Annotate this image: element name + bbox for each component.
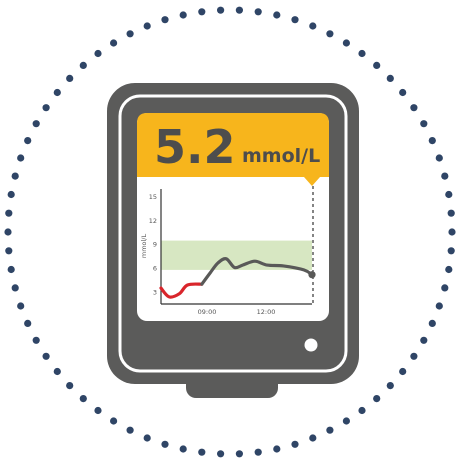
y-tick-label: 12 [149, 217, 157, 225]
ring-dot [358, 406, 366, 415]
ring-dot [435, 154, 443, 162]
ring-dot [448, 228, 456, 236]
ring-dot [161, 440, 169, 448]
ring-dot [53, 367, 61, 376]
ring-dot [94, 49, 102, 58]
x-tick-label: 09:00 [198, 308, 217, 316]
ring-dot [66, 382, 74, 390]
ring-dot [399, 367, 407, 376]
ring-dot [291, 16, 299, 24]
ring-dot [342, 417, 350, 425]
ring-dot [17, 302, 25, 310]
ring-dot [126, 426, 134, 434]
ring-dot [79, 61, 87, 69]
ring-dot [309, 22, 317, 30]
ring-dot [445, 190, 453, 199]
ring-dot [273, 11, 281, 19]
ring-dot [5, 209, 13, 217]
ring-dot [126, 30, 134, 38]
ring-dot [435, 302, 443, 310]
ring-dot [11, 172, 19, 180]
ring-dot [373, 395, 381, 403]
ring-dot [410, 104, 418, 112]
ring-dot [24, 137, 32, 145]
y-tick-label: 9 [153, 241, 157, 249]
ring-dot [198, 8, 206, 16]
ring-dot [24, 319, 32, 327]
ring-dot [5, 247, 13, 255]
ring-dot [358, 49, 366, 58]
ring-dot [7, 190, 15, 199]
dotted-circle-ring [4, 6, 456, 458]
ring-dot [79, 395, 87, 403]
ring-dot [42, 104, 50, 112]
y-tick-label: 3 [153, 288, 157, 296]
ring-dot [179, 445, 187, 453]
ring-dot [66, 74, 74, 82]
ring-dot [110, 39, 118, 47]
ring-dot [217, 450, 225, 458]
ring-dot [441, 172, 449, 180]
y-tick-labels: 3 6 9 12 15 [149, 193, 157, 296]
ring-dot [447, 209, 455, 217]
ring-dot [399, 88, 407, 97]
ring-dot [217, 6, 225, 14]
device-button[interactable] [304, 338, 318, 352]
ring-dot [143, 22, 151, 30]
ring-dot [445, 265, 453, 274]
ring-dot [11, 284, 19, 292]
ring-dot [254, 448, 262, 456]
ring-dot [342, 39, 350, 47]
ring-dot [428, 319, 436, 327]
ring-dot [420, 336, 428, 344]
x-tick-labels: 09:00 12:00 [198, 308, 276, 316]
ring-dot [179, 11, 187, 19]
ring-dot [373, 61, 381, 69]
glucose-unit: mmol/L [242, 145, 320, 167]
reading-banner: 5.2 mmol/L [137, 113, 329, 186]
y-tick-label: 15 [149, 193, 157, 201]
ring-dot [326, 426, 334, 434]
ring-dot [326, 30, 334, 38]
device-bezel-outline [118, 94, 348, 373]
ring-dot [143, 434, 151, 442]
ring-dot [386, 74, 394, 82]
ring-dot [32, 120, 40, 128]
current-reading-dot [308, 271, 316, 279]
ring-dot [441, 284, 449, 292]
y-axis-label: mmol/L [140, 233, 148, 258]
ring-dot [309, 434, 317, 442]
low-glucose-line [159, 282, 204, 299]
ring-dot [198, 448, 206, 456]
glucose-value: 5.2 [154, 120, 236, 174]
y-tick-label: 6 [153, 265, 157, 273]
ring-dot [273, 445, 281, 453]
ring-dot [4, 228, 12, 236]
ring-dot [94, 406, 102, 415]
glucose-trend-chart: 3 6 9 12 15 09:00 12:00 mmol/L [140, 186, 316, 316]
normal-glucose-line [200, 257, 314, 286]
ring-dot [161, 16, 169, 24]
ring-dot [386, 382, 394, 390]
ring-dot [428, 137, 436, 145]
ring-dot [235, 450, 243, 458]
ring-dot [254, 8, 262, 16]
ring-dot [291, 440, 299, 448]
ring-dot [32, 336, 40, 344]
x-tick-label: 12:00 [257, 308, 276, 316]
ring-dot [42, 352, 50, 360]
ring-dot [17, 154, 25, 162]
ring-dot [420, 120, 428, 128]
ring-dot [447, 247, 455, 255]
ring-dot [410, 352, 418, 360]
ring-dot [235, 6, 243, 14]
glucose-series [159, 257, 314, 299]
banner-shape [137, 113, 329, 186]
ring-dot [7, 265, 15, 274]
ring-dot [53, 88, 61, 97]
ring-dot [110, 417, 118, 425]
